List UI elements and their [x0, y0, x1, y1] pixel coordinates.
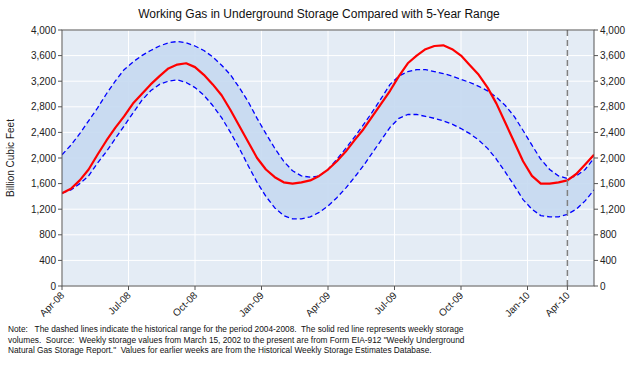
y-tick [58, 209, 62, 210]
y2-tick [594, 209, 598, 210]
y2-tick [594, 234, 598, 235]
y-tick [58, 81, 62, 82]
x-tick-label: Apr-09 [303, 289, 332, 318]
x-tick-label: Apr-10 [543, 289, 572, 318]
y2-tick-label: 3,600 [600, 50, 625, 61]
plot-background [62, 30, 594, 286]
x-tick-label: Jul-08 [106, 289, 133, 316]
y2-tick [594, 106, 598, 107]
series-line [62, 80, 594, 219]
x-tick-label: Oct-09 [436, 289, 465, 318]
note: Note: The dashed lines indicate the hist… [8, 324, 465, 355]
y-tick-label: 1,600 [31, 178, 56, 189]
series-line [62, 45, 594, 193]
y-tick [58, 132, 62, 133]
y-tick [58, 55, 62, 56]
y2-tick-label: 800 [600, 229, 617, 240]
y2-tick [594, 260, 598, 261]
range-band [62, 42, 594, 219]
y-tick-label: 2,800 [31, 101, 56, 112]
x-tick-label: Jan-09 [237, 289, 267, 319]
y2-tick-label: 0 [600, 281, 606, 292]
y2-tick [594, 158, 598, 159]
y2-tick-label: 3,200 [600, 76, 625, 87]
y2-tick-label: 1,200 [600, 204, 625, 215]
y-tick-label: 400 [39, 255, 56, 266]
x-tick [328, 286, 329, 290]
x-tick [461, 286, 462, 290]
y2-tick-label: 2,800 [600, 101, 625, 112]
y-tick-label: 2,400 [31, 127, 56, 138]
y-tick-label: 800 [39, 229, 56, 240]
y2-tick-label: 2,000 [600, 153, 625, 164]
y2-tick-label: 1,600 [600, 178, 625, 189]
y-tick [58, 106, 62, 107]
grid-line-x [461, 30, 462, 286]
y2-tick [594, 183, 598, 184]
plot-frame [62, 30, 594, 286]
chart: 0 400 800 1,200 1,600 2,000 2,400 2,800 3,200 3,6… [0, 0, 638, 366]
x-tick [261, 286, 262, 290]
title: Working Gas in Underground Storage Compa… [138, 7, 500, 21]
y-tick [58, 30, 62, 31]
grid-line-x [567, 30, 568, 286]
y-tick-label: 2,000 [31, 153, 56, 164]
y2-tick [594, 81, 598, 82]
x-tick-label: Jan-10 [503, 289, 533, 319]
x-tick [128, 286, 129, 290]
y2-tick-label: 400 [600, 255, 617, 266]
plot-area [62, 30, 594, 286]
x-tick [567, 286, 568, 290]
y2-tick [594, 286, 598, 287]
y-tick [58, 260, 62, 261]
y-tick-label: 1,200 [31, 204, 56, 215]
y-tick-label: 3,200 [31, 76, 56, 87]
y2-tick-label: 4,000 [600, 25, 625, 36]
x-tick [394, 286, 395, 290]
y2-tick [594, 55, 598, 56]
y2-tick [594, 30, 598, 31]
series-line [62, 42, 594, 179]
y2-tick [594, 132, 598, 133]
y-tick [58, 286, 62, 287]
reference-line [567, 30, 569, 286]
x-tick-label: Oct-08 [170, 289, 199, 318]
y-tick [58, 234, 62, 235]
grid-line-x [394, 30, 395, 286]
y-tick-label: 0 [50, 281, 56, 292]
y-axis-label: Billion Cubic Feet [5, 119, 16, 197]
grid-line-x [328, 30, 329, 286]
y-tick-label: 3,600 [31, 50, 56, 61]
x-tick-label: Jul-09 [372, 289, 399, 316]
x-tick [195, 286, 196, 290]
y2-tick-label: 2,400 [600, 127, 625, 138]
x-tick [527, 286, 528, 290]
x-tick [62, 286, 63, 290]
x-tick-label: Apr-08 [37, 289, 66, 318]
y-tick [58, 158, 62, 159]
y-tick [58, 183, 62, 184]
y-tick-label: 4,000 [31, 25, 56, 36]
